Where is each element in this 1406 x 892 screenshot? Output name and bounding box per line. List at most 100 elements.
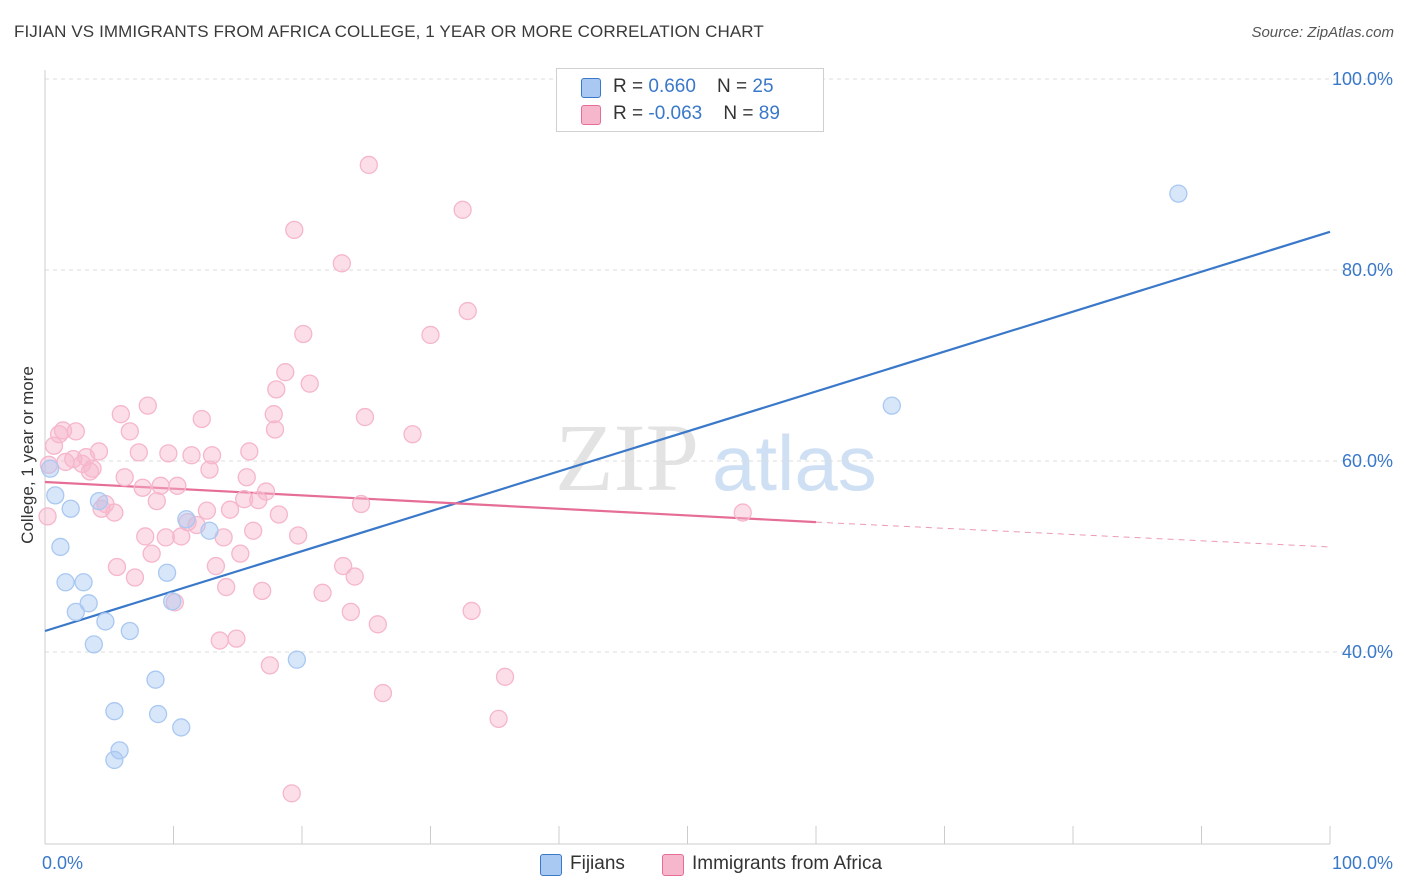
point-fijians	[120, 621, 139, 641]
point-immigrants-from-africa	[142, 544, 161, 563]
point-immigrants-from-africa	[105, 503, 124, 522]
y-tick-label: 40.0%	[1342, 642, 1393, 662]
y-axis-label: College, 1 year or more	[18, 366, 37, 544]
point-immigrants-from-africa	[147, 491, 166, 511]
series-swatch-fijians	[540, 854, 562, 876]
point-immigrants-from-africa	[192, 409, 211, 429]
point-immigrants-from-africa	[260, 656, 280, 675]
point-immigrants-from-africa	[129, 443, 148, 462]
point-fijians	[40, 459, 60, 478]
legend-n-value: 25	[752, 76, 774, 97]
point-immigrants-from-africa	[83, 459, 102, 478]
point-immigrants-from-africa	[276, 363, 295, 382]
watermark-zip: ZIP	[555, 404, 699, 511]
point-immigrants-from-africa	[202, 446, 222, 465]
point-immigrants-from-africa	[217, 577, 236, 597]
point-immigrants-from-africa	[227, 629, 246, 648]
point-fijians	[46, 486, 65, 505]
point-immigrants-from-africa	[120, 422, 139, 441]
point-immigrants-from-africa	[182, 446, 201, 465]
trend-extension-immigrants-from-africa	[815, 521, 1331, 548]
point-immigrants-from-africa	[282, 784, 301, 803]
gridlines	[45, 78, 1392, 653]
watermark-atlas: atlas	[712, 419, 877, 507]
point-immigrants-from-africa	[210, 631, 229, 650]
point-immigrants-from-africa	[351, 494, 371, 514]
point-immigrants-from-africa	[206, 556, 226, 576]
legend-swatch-fijians	[581, 78, 601, 98]
legend-n-label: N =	[723, 103, 759, 124]
trend-lines	[44, 230, 1331, 633]
point-fijians	[56, 573, 75, 592]
point-immigrants-from-africa	[220, 500, 240, 519]
point-immigrants-from-africa	[733, 503, 752, 522]
point-immigrants-from-africa	[133, 478, 152, 497]
point-fijians	[148, 704, 168, 724]
point-immigrants-from-africa	[159, 444, 178, 463]
point-immigrants-from-africa	[197, 501, 217, 520]
point-fijians	[177, 510, 196, 529]
point-immigrants-from-africa	[253, 581, 272, 601]
point-fijians	[287, 650, 307, 669]
point-fijians	[89, 491, 109, 511]
point-immigrants-from-africa	[373, 683, 393, 703]
trend-line-immigrants-from-africa	[44, 480, 817, 524]
point-immigrants-from-africa	[495, 667, 515, 686]
point-immigrants-from-africa	[107, 557, 127, 577]
point-immigrants-from-africa	[368, 615, 387, 634]
series-label-africa: Immigrants from Africa	[692, 853, 883, 874]
y-tick-label: 80.0%	[1342, 260, 1393, 280]
y-tick-label: 60.0%	[1342, 451, 1393, 471]
point-immigrants-from-africa	[265, 420, 285, 439]
point-immigrants-from-africa	[294, 324, 313, 344]
point-immigrants-from-africa	[264, 405, 283, 424]
point-immigrants-from-africa	[341, 602, 360, 622]
point-immigrants-from-africa	[345, 567, 364, 586]
point-immigrants-from-africa	[285, 220, 304, 240]
x-tick-label: 0.0%	[42, 853, 83, 873]
point-immigrants-from-africa	[138, 396, 157, 415]
correlation-legend: R = 0.660 N = 25 R = -0.063 N = 89	[556, 68, 824, 132]
point-immigrants-from-africa	[151, 476, 170, 495]
point-immigrants-from-africa	[66, 422, 85, 441]
point-immigrants-from-africa	[237, 468, 256, 487]
point-immigrants-from-africa	[300, 374, 319, 393]
point-fijians	[163, 592, 182, 611]
point-immigrants-from-africa	[136, 527, 155, 546]
trend-line-fijians	[44, 230, 1331, 633]
point-immigrants-from-africa	[80, 462, 100, 481]
point-fijians	[105, 750, 124, 770]
point-fijians	[1169, 184, 1188, 203]
point-immigrants-from-africa	[403, 425, 422, 444]
point-immigrants-from-africa	[244, 521, 263, 540]
legend-stats-fijians: R = 0.660 N = 25	[613, 76, 774, 98]
point-fijians	[66, 602, 85, 622]
point-immigrants-from-africa	[256, 482, 276, 501]
point-immigrants-from-africa	[38, 507, 57, 526]
tick-labels: 40.0% 60.0% 80.0% 100.0% 0.0% 100.0%	[42, 69, 1393, 873]
point-immigrants-from-africa	[355, 407, 375, 427]
series-label-fijians: Fijians	[570, 853, 625, 874]
legend-r-label: R =	[613, 103, 649, 124]
point-immigrants-from-africa	[359, 155, 378, 175]
source-credit: Source: ZipAtlas.com	[1251, 24, 1394, 41]
legend-stats-africa: R = -0.063 N = 89	[613, 103, 780, 125]
point-fijians	[200, 521, 219, 540]
point-immigrants-from-africa	[313, 583, 332, 602]
point-immigrants-from-africa	[125, 568, 145, 587]
point-immigrants-from-africa	[115, 468, 134, 487]
point-immigrants-from-africa	[231, 544, 250, 563]
point-fijians	[74, 573, 93, 592]
point-fijians	[105, 702, 124, 721]
point-immigrants-from-africa	[458, 301, 477, 321]
point-fijians	[79, 594, 98, 613]
point-immigrants-from-africa	[200, 460, 219, 479]
point-immigrants-from-africa	[332, 254, 351, 273]
point-immigrants-from-africa	[453, 200, 472, 219]
point-fijians	[110, 741, 129, 760]
point-immigrants-from-africa	[269, 505, 289, 524]
point-fijians	[157, 563, 177, 582]
legend-n-value: 89	[758, 103, 780, 124]
point-immigrants-from-africa	[489, 709, 508, 728]
point-immigrants-from-africa	[333, 556, 353, 576]
